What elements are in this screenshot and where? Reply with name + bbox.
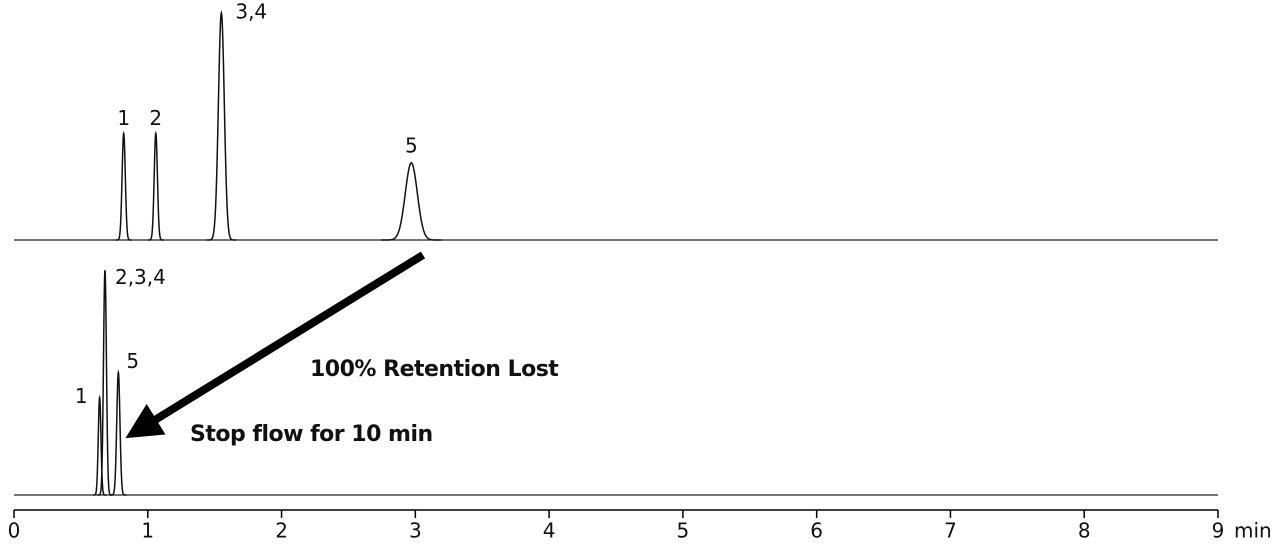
- annotation: Stop flow for 10 min: [190, 422, 433, 447]
- annotation: 100% Retention Lost: [310, 357, 559, 382]
- x-axis-label: min: [1234, 519, 1272, 543]
- peak: [206, 10, 237, 241]
- peak-label: 1: [117, 106, 130, 130]
- x-tick-label: 2: [275, 519, 288, 543]
- peak: [115, 130, 132, 241]
- peak: [147, 130, 164, 241]
- peak-label: 3,4: [235, 0, 267, 24]
- peak-label: 2: [149, 106, 162, 130]
- x-tick-label: 5: [677, 519, 690, 543]
- peak-label: 5: [405, 133, 418, 157]
- x-tick-label: 9: [1212, 519, 1225, 543]
- peak: [92, 394, 107, 496]
- x-tick-label: 8: [1078, 519, 1091, 543]
- peak: [97, 270, 113, 496]
- arrow: [125, 251, 426, 439]
- x-tick-label: 0: [8, 519, 21, 543]
- peak: [381, 161, 442, 241]
- x-tick-label: 4: [543, 519, 556, 543]
- peak-label: 1: [75, 384, 88, 408]
- x-tick-label: 3: [409, 519, 422, 543]
- x-tick-label: 7: [944, 519, 957, 543]
- peak: [110, 369, 127, 496]
- x-tick-label: 6: [810, 519, 823, 543]
- peak-label: 2,3,4: [115, 265, 166, 289]
- peak-label: 5: [126, 349, 139, 373]
- x-tick-label: 1: [141, 519, 154, 543]
